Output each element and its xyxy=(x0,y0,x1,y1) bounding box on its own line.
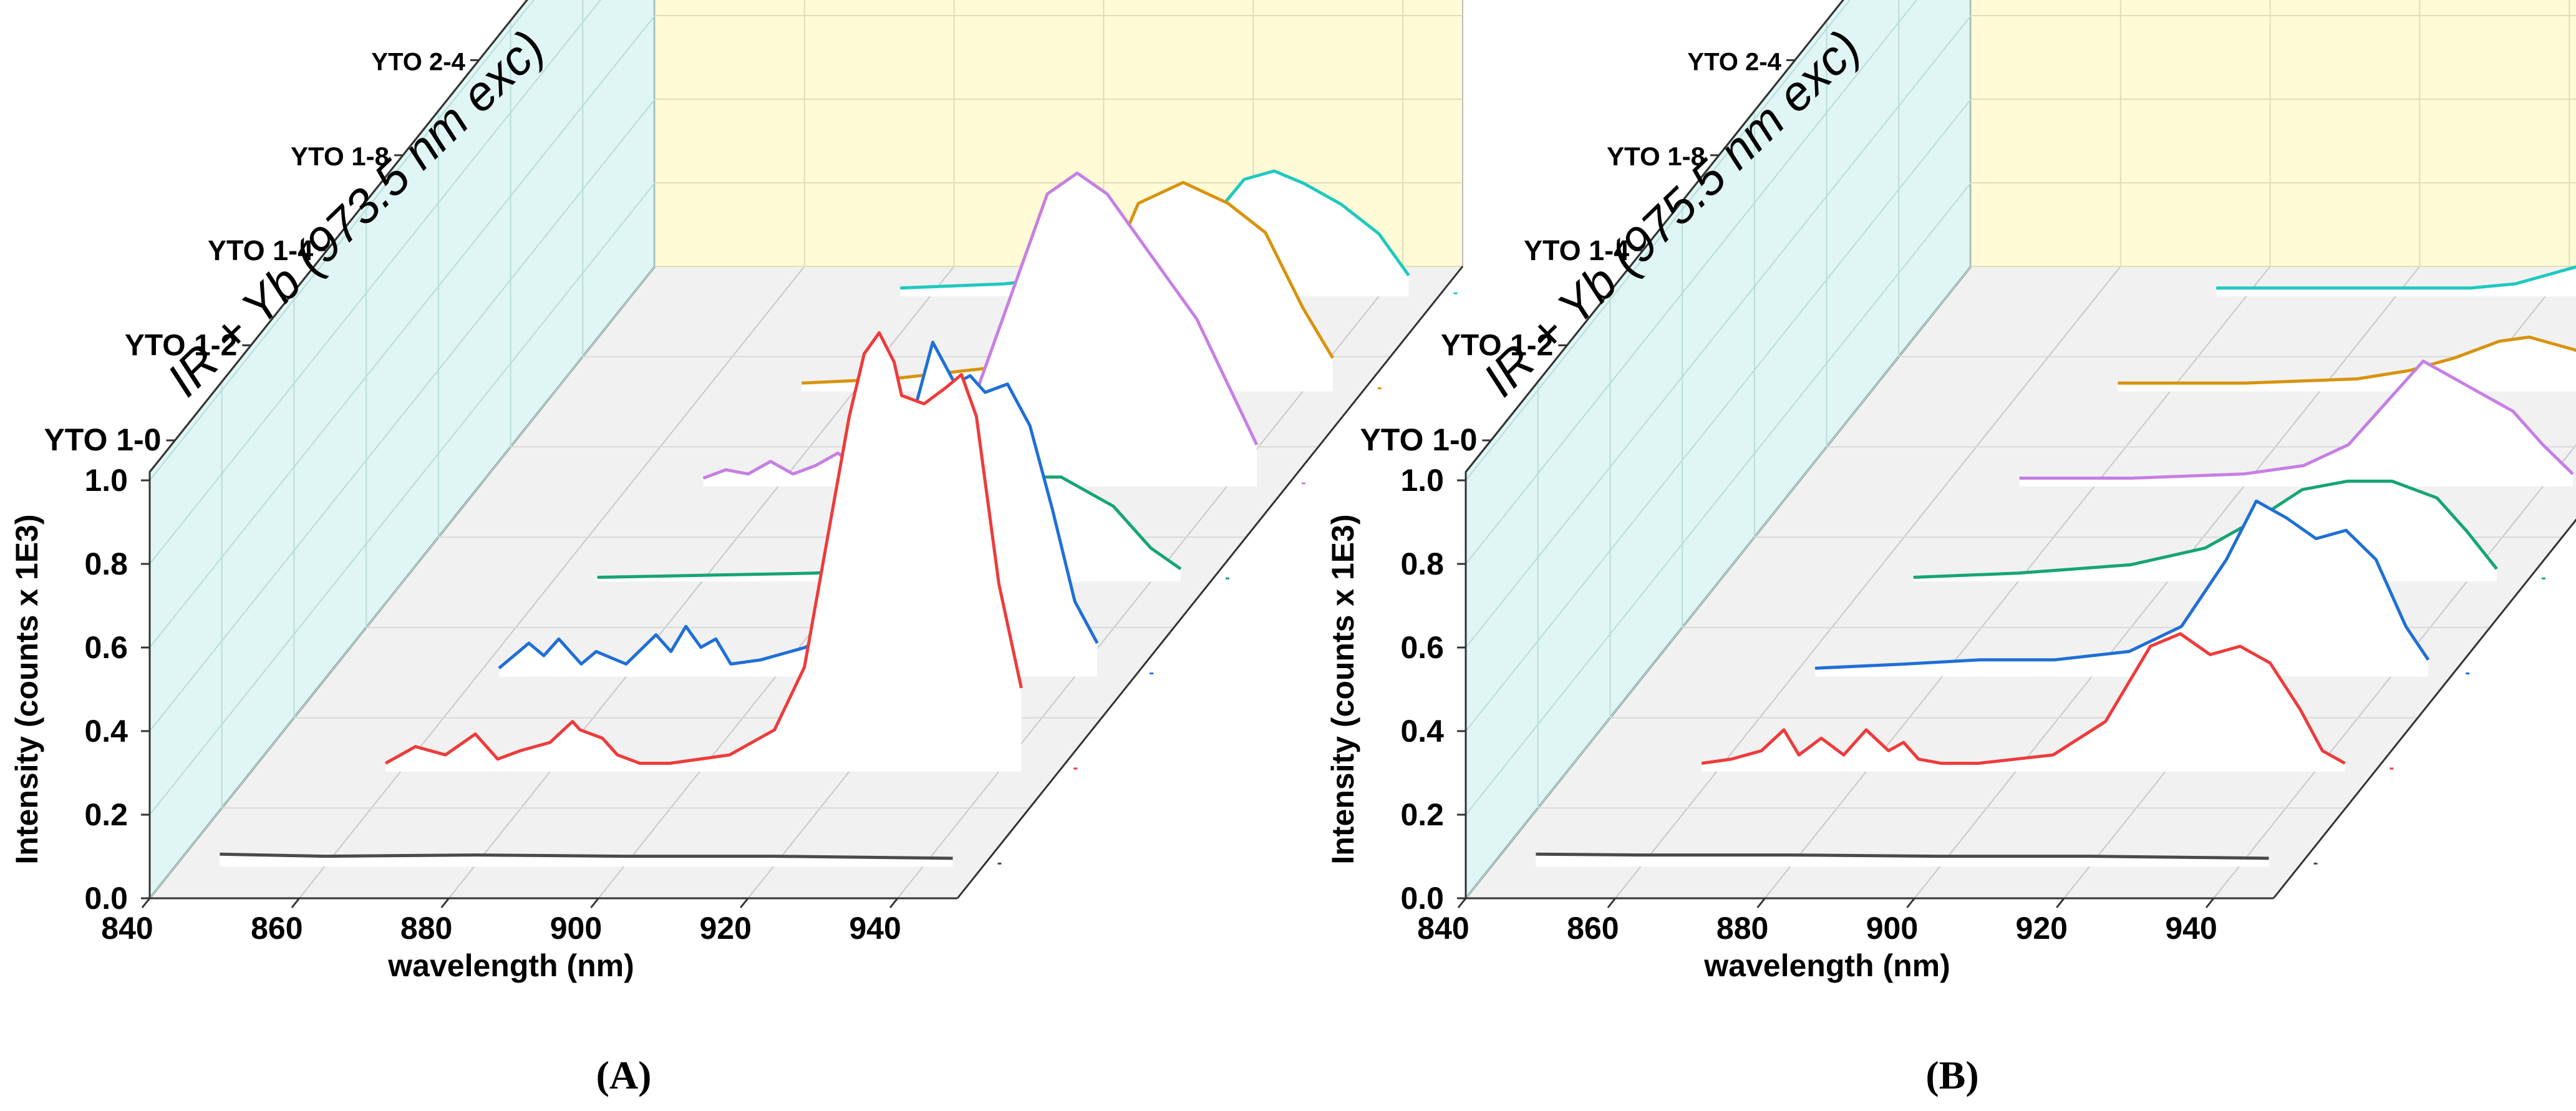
series-line-yto-3-6 xyxy=(2118,335,2576,385)
y-axis-title: Intensity (counts x 1E3) xyxy=(1325,514,1360,864)
x-tick-mark xyxy=(590,898,599,908)
y-tick-label: 1.0 xyxy=(1400,463,1444,498)
left-wall-grid-line xyxy=(1465,99,1972,732)
x-tick-mark xyxy=(889,898,899,908)
sample-label: YTO 1-0 xyxy=(44,422,161,457)
sample-label: YTO 1-4 xyxy=(208,235,313,266)
y-tick-label: 0.2 xyxy=(1400,797,1444,832)
series-line-yto-1-0 xyxy=(1536,852,2269,860)
series-line-yto-1-4 xyxy=(498,341,1099,670)
floor-grid-line xyxy=(1615,266,2121,899)
sample-label: YTO 1-8 xyxy=(1607,142,1705,171)
series-line-yto-1-2 xyxy=(1701,632,2346,765)
y-tick-label: 0.0 xyxy=(84,881,128,916)
floor-grid-line xyxy=(299,266,805,899)
series-line-yto-1-0 xyxy=(220,852,953,860)
sample-label: YTO 2-4 xyxy=(1687,48,1781,75)
x-tick-mark xyxy=(291,898,300,908)
y-tick-label: 1.0 xyxy=(84,463,128,498)
floor-grid-line xyxy=(1764,266,2271,899)
left-wall-grid-line xyxy=(1465,266,1972,899)
y-tick-label: 0.6 xyxy=(1400,630,1444,665)
x-tick-label: 840 xyxy=(1417,911,1469,946)
x-tick-label: 920 xyxy=(700,911,752,946)
x-tick-mark xyxy=(2056,898,2065,908)
left-wall-grid-line xyxy=(149,15,656,648)
x-tick-mark xyxy=(440,898,450,908)
sample-label: YTO 1-0 xyxy=(1360,422,1477,457)
series-line-yto-1-8 xyxy=(1913,479,2498,579)
x-tick-label: 860 xyxy=(251,911,303,946)
x-tick-mark xyxy=(1607,898,1616,908)
x-tick-mark xyxy=(141,898,151,908)
sample-label: YTO 1-4 xyxy=(1524,235,1629,266)
y-tick-label: 0.4 xyxy=(1400,714,1444,749)
left-wall-grid-line xyxy=(149,0,535,481)
x-tick-mark xyxy=(1756,898,1766,908)
x-tick-label: 900 xyxy=(550,911,602,946)
floor-right-edge xyxy=(2272,518,2576,899)
panel-letter: (A) xyxy=(596,1053,652,1097)
left-wall-grid-line xyxy=(1465,15,1972,648)
x-axis-title: wavelength (nm) xyxy=(387,948,634,983)
x-tick-label: 880 xyxy=(400,911,452,946)
sample-label: YTO 1-2 xyxy=(125,329,238,362)
left-wall-grid-line xyxy=(1465,182,1972,815)
y-axis-title: Intensity (counts x 1E3) xyxy=(9,514,44,864)
floor-grid-line xyxy=(1914,266,2421,899)
series-occluder xyxy=(1702,633,2345,772)
back-wall xyxy=(1970,0,2576,267)
x-tick-label: 940 xyxy=(2165,911,2217,946)
x-tick-label: 900 xyxy=(1866,911,1918,946)
floor-right-edge xyxy=(956,266,1464,899)
x-tick-mark xyxy=(740,898,749,908)
panel-a-chart: 840 860 880 900 920 940 0.0 0.2 0.4 0.6 0.8 1.0 YTO … xyxy=(9,0,1464,1097)
floor-grid-line xyxy=(2213,444,2576,899)
y-tick-label: 0.8 xyxy=(1400,546,1444,581)
sample-label: YTO 1-2 xyxy=(1441,329,1554,362)
series-occluder xyxy=(2019,361,2573,487)
y-tick-label: 0.4 xyxy=(84,714,128,749)
x-tick-label: 940 xyxy=(849,911,901,946)
x-tick-label: 920 xyxy=(2016,911,2068,946)
x-axis-title: wavelength (nm) xyxy=(1703,948,1950,983)
left-wall-grid-line xyxy=(149,99,656,732)
series-occluder xyxy=(1815,501,2429,677)
left-wall-grid-line xyxy=(149,182,656,815)
y-tick-label: 0.0 xyxy=(1400,881,1444,916)
series-line-yto-2-4 xyxy=(2019,359,2574,480)
x-tick-label: 860 xyxy=(1567,911,1619,946)
y-tick-label: 0.2 xyxy=(84,797,128,832)
left-wall-grid-line xyxy=(1465,0,1851,481)
series-occluder xyxy=(703,173,1257,487)
series-line-yto-4-4 xyxy=(2216,265,2576,290)
x-tick-label: 840 xyxy=(101,911,153,946)
series-line-yto-1-4 xyxy=(1814,499,2430,670)
panel-letter: (B) xyxy=(1925,1053,1978,1097)
series-occluder xyxy=(2118,337,2576,392)
x-tick-mark xyxy=(2205,898,2215,908)
panel-b-chart: 840 860 880 900 920 940 0.0 0.2 0.4 0.6 0.8 1.0 YTO … xyxy=(1325,0,2576,1097)
x-tick-mark xyxy=(1457,898,1467,908)
y-tick-label: 0.6 xyxy=(84,630,128,665)
x-tick-label: 880 xyxy=(1717,911,1768,946)
left-wall-grid-line xyxy=(149,0,602,565)
y-tick-label: 0.8 xyxy=(84,546,128,581)
left-wall-grid-line xyxy=(149,266,656,899)
left-wall-grid-line xyxy=(1465,0,1918,565)
sample-label: YTO 1-8 xyxy=(291,142,389,171)
x-tick-mark xyxy=(1906,898,1915,908)
series-line-yto-1-2 xyxy=(384,331,1023,765)
series-occluder xyxy=(385,332,1022,772)
sample-label: YTO 2-4 xyxy=(371,48,465,75)
